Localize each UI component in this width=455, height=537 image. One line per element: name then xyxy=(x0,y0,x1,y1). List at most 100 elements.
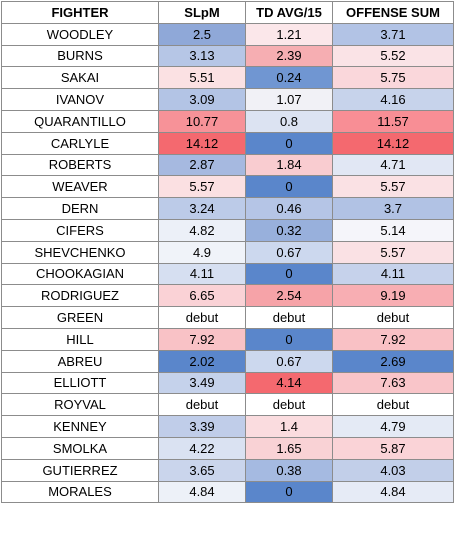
slpm-cell: 5.57 xyxy=(158,175,246,199)
td-avg-cell: 0 xyxy=(245,327,333,351)
table-row: HILL 7.92 0 7.92 xyxy=(1,327,454,351)
table-row: GREEN debut debut debut xyxy=(1,306,454,329)
table-row: GUTIERREZ 3.65 0.38 4.03 xyxy=(1,458,454,482)
fighter-name-cell: ABREU xyxy=(1,349,159,373)
slpm-cell: 5.51 xyxy=(158,66,246,90)
offense-sum-cell: 4.71 xyxy=(332,153,454,177)
td-avg-cell: 1.21 xyxy=(245,22,333,46)
offense-sum-cell: 11.57 xyxy=(332,109,454,133)
fighter-name-cell: GREEN xyxy=(1,306,159,329)
offense-sum-cell: 9.19 xyxy=(332,284,454,308)
fighter-name-cell: IVANOV xyxy=(1,88,159,111)
slpm-cell: 10.77 xyxy=(158,109,246,133)
slpm-cell: 3.49 xyxy=(158,371,246,395)
fighter-name-cell: RODRIGUEZ xyxy=(1,284,159,308)
offense-sum-cell: 4.03 xyxy=(332,458,454,482)
td-avg-cell: 0 xyxy=(245,262,333,286)
offense-sum-cell: debut xyxy=(332,393,454,417)
header-td-avg: TD AVG/15 xyxy=(245,1,333,24)
table-row: KENNEY 3.39 1.4 4.79 xyxy=(1,415,454,438)
offense-sum-cell: 5.52 xyxy=(332,44,454,68)
offense-sum-cell: debut xyxy=(332,306,454,329)
slpm-cell: 4.84 xyxy=(158,480,246,504)
table-row: WOODLEY 2.5 1.21 3.71 xyxy=(1,22,454,46)
td-avg-cell: 0.67 xyxy=(245,349,333,373)
slpm-cell: 3.39 xyxy=(158,415,246,438)
table-row: ROYVAL debut debut debut xyxy=(1,393,454,417)
td-avg-cell: 2.54 xyxy=(245,284,333,308)
table-row: ABREU 2.02 0.67 2.69 xyxy=(1,349,454,373)
header-slpm: SLpM xyxy=(158,1,246,24)
header-offense-sum: OFFENSE SUM xyxy=(332,1,454,24)
offense-sum-cell: 7.92 xyxy=(332,327,454,351)
slpm-cell: 14.12 xyxy=(158,131,246,155)
table-row: CARLYLE 14.12 0 14.12 xyxy=(1,131,454,155)
fighter-name-cell: CIFERS xyxy=(1,218,159,242)
offense-sum-cell: 5.87 xyxy=(332,436,454,460)
header-fighter: FIGHTER xyxy=(1,1,159,24)
slpm-cell: debut xyxy=(158,306,246,329)
offense-sum-cell: 4.84 xyxy=(332,480,454,504)
table-row: ROBERTS 2.87 1.84 4.71 xyxy=(1,153,454,177)
td-avg-cell: 1.07 xyxy=(245,88,333,111)
slpm-cell: 3.13 xyxy=(158,44,246,68)
fighter-name-cell: HILL xyxy=(1,327,159,351)
offense-sum-cell: 4.79 xyxy=(332,415,454,438)
table-row: BURNS 3.13 2.39 5.52 xyxy=(1,44,454,68)
table-row: QUARANTILLO 10.77 0.8 11.57 xyxy=(1,109,454,133)
fighter-name-cell: CHOOKAGIAN xyxy=(1,262,159,286)
offense-sum-cell: 4.11 xyxy=(332,262,454,286)
offense-sum-cell: 7.63 xyxy=(332,371,454,395)
slpm-cell: 2.87 xyxy=(158,153,246,177)
table-row: SAKAI 5.51 0.24 5.75 xyxy=(1,66,454,90)
fighter-name-cell: ROBERTS xyxy=(1,153,159,177)
td-avg-cell: 0 xyxy=(245,480,333,504)
slpm-cell: 2.02 xyxy=(158,349,246,373)
td-avg-cell: 1.84 xyxy=(245,153,333,177)
td-avg-cell: 1.65 xyxy=(245,436,333,460)
fighter-name-cell: WOODLEY xyxy=(1,22,159,46)
slpm-cell: 4.22 xyxy=(158,436,246,460)
td-avg-cell: 0 xyxy=(245,131,333,155)
table-row: RODRIGUEZ 6.65 2.54 9.19 xyxy=(1,284,454,308)
fighter-name-cell: ELLIOTT xyxy=(1,371,159,395)
table-row: WEAVER 5.57 0 5.57 xyxy=(1,175,454,199)
td-avg-cell: 0.67 xyxy=(245,240,333,264)
fighter-name-cell: SHEVCHENKO xyxy=(1,240,159,264)
td-avg-cell: 0.8 xyxy=(245,109,333,133)
td-avg-cell: 2.39 xyxy=(245,44,333,68)
fighter-name-cell: MORALES xyxy=(1,480,159,504)
offense-sum-cell: 5.75 xyxy=(332,66,454,90)
offense-sum-cell: 5.57 xyxy=(332,175,454,199)
offense-sum-cell: 5.57 xyxy=(332,240,454,264)
td-avg-cell: 0.38 xyxy=(245,458,333,482)
fighter-name-cell: SMOLKA xyxy=(1,436,159,460)
fighter-name-cell: KENNEY xyxy=(1,415,159,438)
td-avg-cell: 0.32 xyxy=(245,218,333,242)
table-row: ELLIOTT 3.49 4.14 7.63 xyxy=(1,371,454,395)
slpm-cell: debut xyxy=(158,393,246,417)
fighter-name-cell: CARLYLE xyxy=(1,131,159,155)
td-avg-cell: 0.46 xyxy=(245,197,333,220)
fighter-name-cell: GUTIERREZ xyxy=(1,458,159,482)
slpm-cell: 4.9 xyxy=(158,240,246,264)
slpm-cell: 3.24 xyxy=(158,197,246,220)
fighter-name-cell: SAKAI xyxy=(1,66,159,90)
slpm-cell: 2.5 xyxy=(158,22,246,46)
table-row: DERN 3.24 0.46 3.7 xyxy=(1,197,454,220)
slpm-cell: 4.82 xyxy=(158,218,246,242)
table-row: CHOOKAGIAN 4.11 0 4.11 xyxy=(1,262,454,286)
header-row: FIGHTER SLpM TD AVG/15 OFFENSE SUM xyxy=(1,1,454,24)
td-avg-cell: debut xyxy=(245,306,333,329)
td-avg-cell: debut xyxy=(245,393,333,417)
table-row: SMOLKA 4.22 1.65 5.87 xyxy=(1,436,454,460)
fighter-name-cell: BURNS xyxy=(1,44,159,68)
slpm-cell: 7.92 xyxy=(158,327,246,351)
slpm-cell: 4.11 xyxy=(158,262,246,286)
fighter-stats-table: FIGHTER SLpM TD AVG/15 OFFENSE SUM WOODL… xyxy=(1,1,454,504)
fighter-name-cell: DERN xyxy=(1,197,159,220)
offense-sum-cell: 4.16 xyxy=(332,88,454,111)
td-avg-cell: 0 xyxy=(245,175,333,199)
fighter-name-cell: QUARANTILLO xyxy=(1,109,159,133)
fighter-name-cell: WEAVER xyxy=(1,175,159,199)
